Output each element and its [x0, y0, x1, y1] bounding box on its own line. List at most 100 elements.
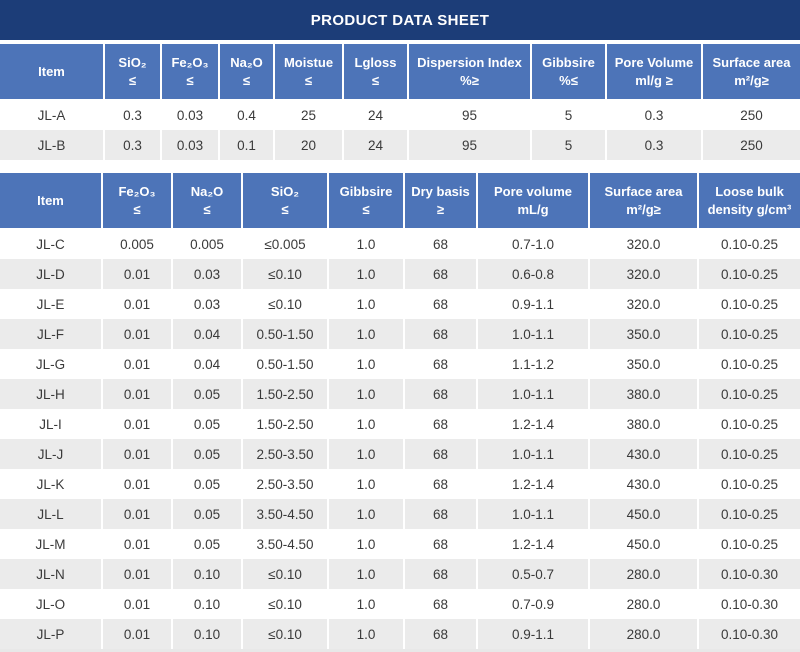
column-header: Item — [0, 173, 102, 230]
column-header: Moistue ≤ — [273, 44, 343, 101]
item-cell: JL-C — [36, 237, 65, 252]
value-cell: 2.50-3.50 — [241, 469, 328, 499]
value-cell: 280.0 — [588, 619, 698, 649]
column-header: Fe₂O₃ ≤ — [160, 44, 219, 101]
value-cell: 0.5-0.7 — [476, 559, 589, 589]
table-row: JL-D 0.01 0.03 ≤0.10 1.0 68 0.6-0.8 320.0 0.10-0… — [0, 259, 800, 289]
table-row: JL-M 0.01 0.05 3.50-4.50 1.0 68 1.2-1.4 450.0 0.… — [0, 529, 800, 559]
value-cell: 280.0 — [588, 589, 698, 619]
value-cell: 0.10-0.25 — [697, 499, 800, 529]
item-cell: JL-N — [36, 566, 65, 582]
value-cell: 68 — [403, 529, 477, 559]
value-cell: 0.01 — [101, 349, 172, 379]
value-cell: 0.3 — [103, 100, 161, 130]
value-cell: 0.05 — [171, 439, 242, 469]
value-cell: 1.0-1.1 — [476, 499, 589, 529]
value-cell: 1.0 — [327, 469, 404, 499]
value-cell: 0.01 — [101, 469, 172, 499]
value-cell: 0.10 — [171, 619, 242, 649]
value-cell: 0.005 — [171, 229, 242, 259]
column-header: Fe₂O₃ ≤ — [101, 173, 172, 230]
spec-table-secondary: Item Fe₂O₃ ≤ Na₂O ≤ SiO₂ ≤ Gibbsire ≤ Dry bas… — [0, 173, 800, 649]
value-cell: 25 — [273, 100, 343, 130]
value-cell: 450.0 — [588, 529, 698, 559]
table-row: JL-K 0.01 0.05 2.50-3.50 1.0 68 1.2-1.4 430.0 0.… — [0, 469, 800, 499]
value-cell: 0.10-0.25 — [697, 409, 800, 439]
value-cell: 0.05 — [171, 409, 242, 439]
value-cell: 0.3 — [605, 100, 702, 130]
column-header: Na₂O ≤ — [218, 44, 274, 101]
value-cell: 0.9-1.1 — [476, 619, 589, 649]
value-cell: 0.10-0.30 — [697, 619, 800, 649]
value-cell: 0.005 — [101, 229, 172, 259]
item-cell: JL-F — [37, 326, 64, 342]
value-cell: 1.0 — [327, 499, 404, 529]
value-cell: 0.10 — [171, 589, 242, 619]
value-cell: ≤0.10 — [241, 589, 328, 619]
value-cell: 1.0 — [327, 259, 404, 289]
value-cell: ≤0.10 — [241, 259, 328, 289]
value-cell: 0.05 — [171, 469, 242, 499]
value-cell: ≤0.10 — [241, 559, 328, 589]
item-cell: JL-M — [35, 536, 66, 552]
value-cell: 3.50-4.50 — [241, 529, 328, 559]
value-cell: 1.2-1.4 — [476, 469, 589, 499]
item-cell: JL-A — [37, 108, 66, 123]
value-cell: 68 — [403, 229, 477, 259]
item-cell: JL-O — [35, 596, 66, 612]
value-cell: 0.01 — [101, 259, 172, 289]
value-cell: 68 — [403, 409, 477, 439]
value-cell: 68 — [403, 319, 477, 349]
cropped-row-edge — [0, 649, 800, 652]
value-cell: 280.0 — [588, 559, 698, 589]
value-cell: 1.50-2.50 — [241, 379, 328, 409]
value-cell: 0.03 — [171, 289, 242, 319]
column-header: Lgloss ≤ — [342, 44, 408, 101]
table-row: JL-C 0.005 0.005 ≤0.005 1.0 68 0.7-1.0 320.0 0.1… — [0, 229, 800, 259]
value-cell: 0.05 — [171, 499, 242, 529]
value-cell: 0.10-0.25 — [697, 439, 800, 469]
value-cell: 1.0 — [327, 319, 404, 349]
value-cell: 0.7-0.9 — [476, 589, 589, 619]
divider — [0, 40, 800, 44]
column-header: SiO₂ ≤ — [241, 173, 328, 230]
value-cell: 0.03 — [171, 259, 242, 289]
column-header: Pore Volume ml/g ≥ — [605, 44, 702, 101]
table-row: JL-P 0.01 0.10 ≤0.10 1.0 68 0.9-1.1 280.0 0.10-0… — [0, 619, 800, 649]
value-cell: 0.04 — [171, 349, 242, 379]
value-cell: 1.0 — [327, 529, 404, 559]
table-row: JL-B 0.3 0.03 0.1 20 24 95 5 0.3 250 — [0, 130, 800, 160]
item-cell: JL-L — [37, 506, 64, 522]
value-cell: 0.4 — [218, 100, 274, 130]
value-cell: 0.04 — [171, 319, 242, 349]
column-header: Item — [0, 44, 104, 101]
value-cell: 5 — [530, 130, 606, 160]
value-cell: 250 — [701, 100, 800, 130]
column-header: Dry basis ≥ — [403, 173, 477, 230]
value-cell: 0.10-0.30 — [697, 589, 800, 619]
value-cell: 68 — [403, 259, 477, 289]
value-cell: 0.6-0.8 — [476, 259, 589, 289]
value-cell: 0.03 — [160, 100, 219, 130]
item-cell: JL-J — [37, 446, 64, 462]
value-cell: 68 — [403, 499, 477, 529]
value-cell: 1.0 — [327, 439, 404, 469]
value-cell: 68 — [403, 349, 477, 379]
value-cell: 68 — [403, 289, 477, 319]
column-header: Surface area m²/g≥ — [701, 44, 800, 101]
value-cell: 0.10-0.25 — [697, 319, 800, 349]
value-cell: 320.0 — [588, 229, 698, 259]
value-cell: 0.05 — [171, 529, 242, 559]
value-cell: 0.3 — [103, 130, 161, 160]
table-row: JL-H 0.01 0.05 1.50-2.50 1.0 68 1.0-1.1 380.0 0.… — [0, 379, 800, 409]
item-cell: JL-P — [36, 626, 65, 642]
item-cell: JL-E — [36, 296, 65, 312]
value-cell: 1.0 — [327, 379, 404, 409]
table-row: JL-E 0.01 0.03 ≤0.10 1.0 68 0.9-1.1 320.0 0.10-0… — [0, 289, 800, 319]
value-cell: 68 — [403, 469, 477, 499]
value-cell: 0.50-1.50 — [241, 349, 328, 379]
value-cell: 430.0 — [588, 469, 698, 499]
value-cell: 24 — [342, 100, 408, 130]
value-cell: 1.0 — [327, 409, 404, 439]
value-cell: 0.10-0.30 — [697, 559, 800, 589]
